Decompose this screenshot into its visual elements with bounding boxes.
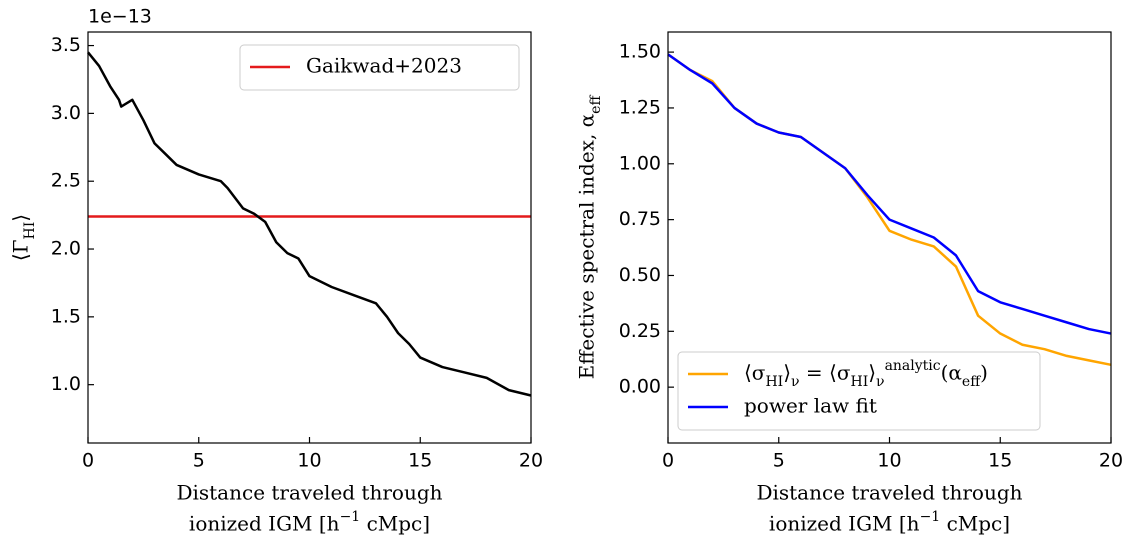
legend-label: Gaikwad+2023 — [306, 54, 462, 78]
offset-label: 1e−13 — [88, 6, 152, 28]
legend-label: power law fit — [744, 394, 877, 418]
y-tick-label: 0.00 — [619, 376, 661, 398]
y-tick-label: 3.5 — [51, 34, 81, 56]
series-line — [667, 53, 1112, 335]
y-axis-label: ⟨ΓHI⟩ — [9, 214, 39, 261]
y-tick-label: 3.0 — [51, 102, 81, 124]
x-axis-label: Distance traveled through — [756, 481, 1022, 505]
series-line — [667, 53, 1112, 367]
y-tick-label: 0.75 — [619, 208, 661, 230]
x-axis-label: ionized IGM [h−1 cMpc] — [769, 509, 1010, 536]
legend-box — [677, 351, 1041, 431]
x-tick-label: 15 — [408, 450, 432, 472]
y-tick-label: 0.25 — [619, 320, 661, 342]
y-tick-label: 1.00 — [619, 152, 661, 174]
y-axis-label: Effective spectral index, αeff — [575, 95, 605, 380]
x-tick-label: 20 — [1099, 450, 1123, 472]
plot-frame — [87, 31, 532, 444]
x-tick-label: 20 — [519, 450, 543, 472]
x-tick-label: 0 — [82, 450, 94, 472]
x-tick-label: 15 — [988, 450, 1012, 472]
y-tick-label: 0.50 — [619, 264, 661, 286]
y-tick-label: 1.0 — [51, 373, 81, 395]
y-tick-label: 2.5 — [51, 170, 81, 192]
x-tick-label: 5 — [193, 450, 205, 472]
x-axis-label: ionized IGM [h−1 cMpc] — [189, 509, 430, 536]
y-tick-label: 1.25 — [619, 96, 661, 118]
y-tick-label: 1.50 — [619, 41, 661, 63]
x-axis-label: Distance traveled through — [176, 481, 442, 505]
legend-box — [239, 44, 520, 91]
x-tick-label: 0 — [662, 450, 674, 472]
plot-frame — [667, 31, 1112, 444]
y-tick-label: 2.0 — [51, 238, 81, 260]
data-line — [87, 51, 532, 397]
x-tick-label: 10 — [297, 450, 321, 472]
y-tick-label: 1.5 — [51, 305, 81, 327]
x-tick-label: 5 — [773, 450, 785, 472]
x-tick-label: 10 — [877, 450, 901, 472]
